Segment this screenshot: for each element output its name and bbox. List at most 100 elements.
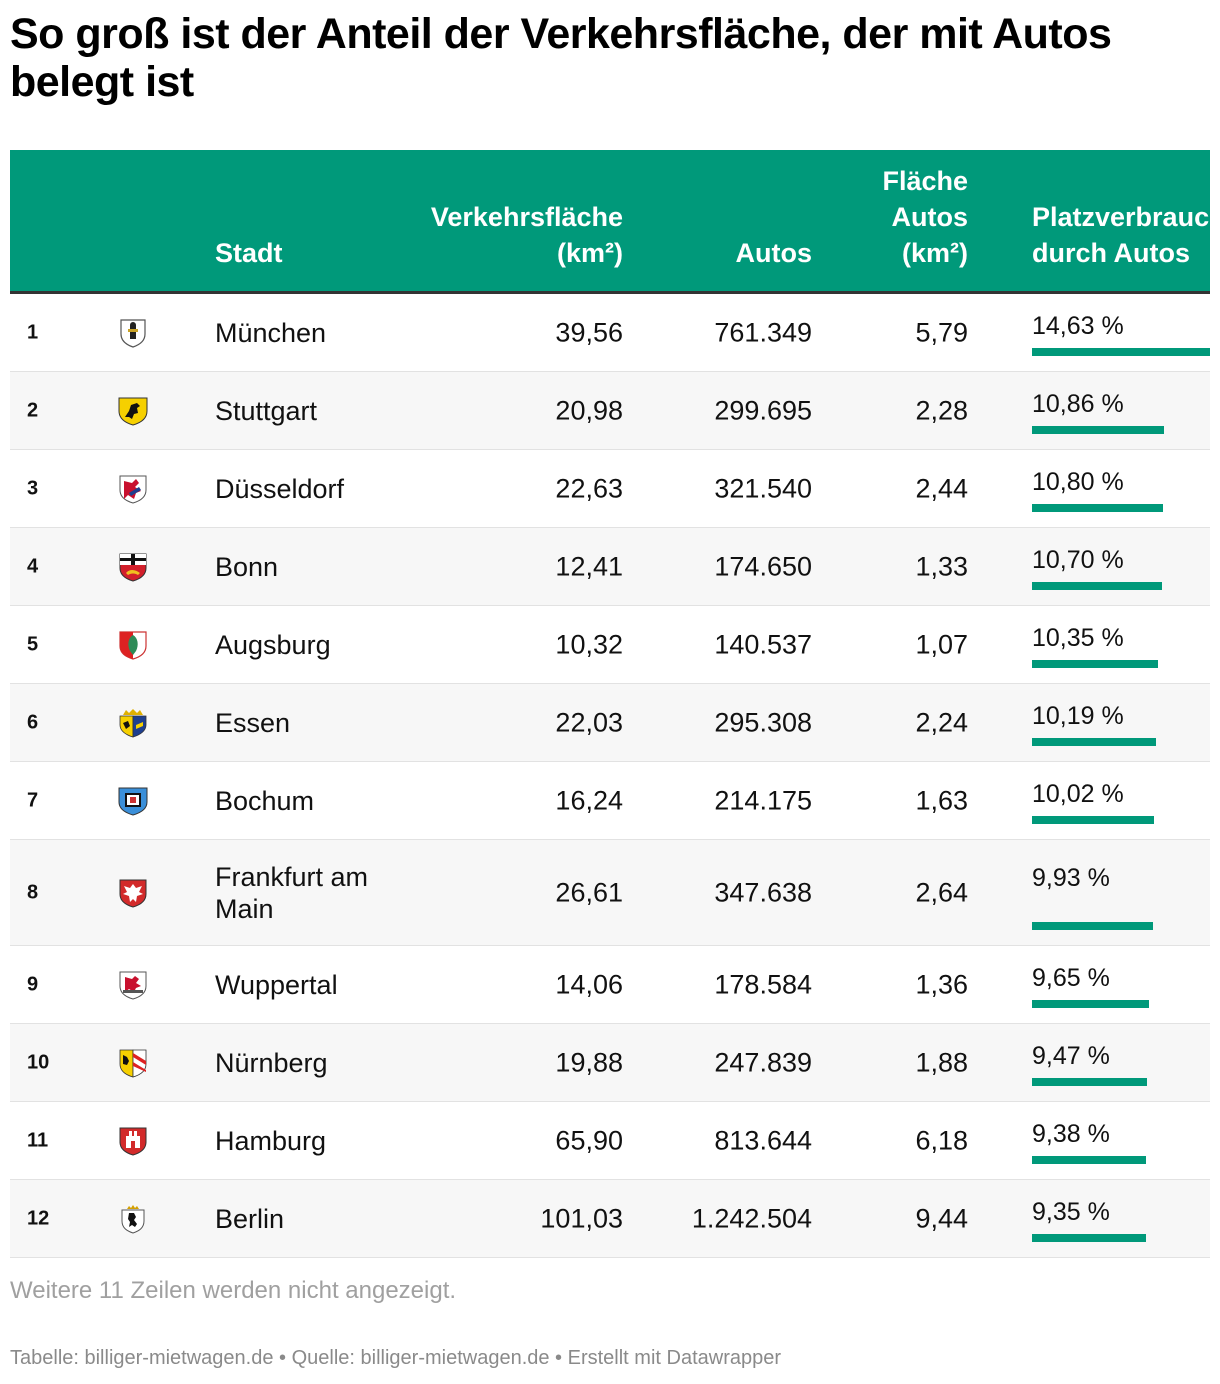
rank-cell: 7: [27, 789, 39, 811]
share-bar: [1032, 1078, 1147, 1086]
table-row: 10 Nürnberg 19,88 247.839 1,88 9,47 %: [10, 1024, 1210, 1102]
share-label: 10,70 %: [1032, 546, 1124, 574]
cars-cell: 214.175: [714, 785, 812, 815]
share-label: 10,19 %: [1032, 702, 1124, 730]
share-bar: [1032, 426, 1164, 434]
city-cell: München: [215, 317, 327, 348]
cars-cell: 761.349: [714, 317, 812, 347]
cars-cell: 295.308: [714, 707, 812, 737]
header-area[interactable]: Verkehrsfläche (km²): [430, 202, 623, 268]
share-label: 14,63 %: [1032, 312, 1124, 340]
table-row: 12 Berlin 101,03 1.242.504 9,44 9,35 %: [10, 1180, 1210, 1258]
car-area-cell: 2,24: [915, 707, 968, 737]
share-label: 10,86 %: [1032, 390, 1124, 418]
car-area-cell: 2,44: [915, 473, 968, 503]
share-label: 9,47 %: [1032, 1042, 1110, 1070]
area-cell: 65,90: [555, 1125, 623, 1155]
city-cell: Wuppertal: [215, 969, 338, 1000]
car-area-cell: 2,28: [915, 395, 968, 425]
header-cars[interactable]: Autos: [735, 238, 813, 268]
share-label: 9,38 %: [1032, 1120, 1110, 1148]
car-area-cell: 1,63: [915, 785, 968, 815]
area-cell: 101,03: [540, 1203, 623, 1233]
cars-cell: 178.584: [714, 969, 812, 999]
car-area-cell: 1,88: [915, 1047, 968, 1077]
car-area-cell: 1,07: [915, 629, 968, 659]
share-label: 10,35 %: [1032, 624, 1124, 652]
rank-cell: 11: [27, 1129, 49, 1151]
area-cell: 19,88: [555, 1047, 623, 1077]
table-row: 1 München 39,56 761.349 5,79 14,63 %: [10, 294, 1210, 372]
area-cell: 26,61: [555, 877, 623, 907]
car-area-cell: 2,64: [915, 877, 968, 907]
area-cell: 14,06: [555, 969, 623, 999]
rank-cell: 6: [27, 711, 39, 733]
car-area-cell: 6,18: [915, 1125, 968, 1155]
rank-cell: 10: [27, 1051, 50, 1073]
rank-cell: 5: [27, 633, 39, 655]
rank-cell: 12: [27, 1207, 50, 1229]
area-cell: 12,41: [555, 551, 623, 581]
area-cell: 20,98: [555, 395, 623, 425]
cars-cell: 140.537: [714, 629, 812, 659]
share-label: 9,35 %: [1032, 1198, 1110, 1226]
city-cell: Frankfurt am Main: [215, 861, 369, 924]
essen-crest-icon: [117, 707, 149, 739]
area-cell: 39,56: [555, 317, 623, 347]
data-table: Stadt Verkehrsfläche (km²) Autos Fläche …: [10, 150, 1210, 1258]
share-bar: [1032, 348, 1210, 356]
hamburg-crest-icon: [117, 1125, 149, 1157]
stuttgart-crest-icon: [117, 395, 149, 427]
area-cell: 16,24: [555, 785, 623, 815]
city-cell: Düsseldorf: [215, 473, 345, 504]
share-bar: [1032, 1000, 1149, 1008]
share-bar: [1032, 1156, 1146, 1164]
rank-cell: 9: [27, 973, 39, 995]
city-cell: Bochum: [215, 785, 315, 816]
share-bar: [1032, 504, 1163, 512]
berlin-crest-icon: [117, 1203, 149, 1235]
table-row: 3 Düsseldorf 22,63 321.540 2,44 10,80 %: [10, 450, 1210, 528]
wuppertal-crest-icon: [117, 969, 149, 1001]
cars-cell: 813.644: [714, 1125, 812, 1155]
share-bar: [1032, 582, 1162, 590]
car-area-cell: 1,36: [915, 969, 968, 999]
city-cell: Nürnberg: [215, 1047, 328, 1078]
city-cell: Augsburg: [215, 629, 331, 660]
header-city[interactable]: Stadt: [215, 238, 283, 268]
cars-cell: 347.638: [714, 877, 812, 907]
bonn-crest-icon: [117, 551, 149, 583]
cars-cell: 321.540: [714, 473, 812, 503]
header-share[interactable]: Platzverbrauch durch Autos: [1032, 202, 1210, 268]
table-body: 1 München 39,56 761.349 5,79 14,63 % 2 Stuttgar…: [10, 294, 1210, 1258]
share-label: 9,93 %: [1032, 864, 1110, 892]
credit-line: Tabelle: billiger-mietwagen.de • Quelle:…: [10, 1347, 782, 1369]
rank-cell: 1: [27, 321, 39, 343]
share-label: 10,80 %: [1032, 468, 1124, 496]
bochum-crest-icon: [117, 785, 149, 817]
share-bar: [1032, 1234, 1146, 1242]
rank-cell: 8: [27, 881, 39, 903]
rank-cell: 3: [27, 477, 39, 499]
city-cell: Berlin: [215, 1203, 285, 1234]
city-cell: Stuttgart: [215, 395, 318, 426]
table-row: 6 Essen 22,03 295.308 2,24 10,19 %: [10, 684, 1210, 762]
city-cell: Hamburg: [215, 1125, 327, 1156]
area-cell: 22,03: [555, 707, 623, 737]
cars-cell: 247.839: [714, 1047, 812, 1077]
car-area-cell: 5,79: [915, 317, 968, 347]
hidden-rows-note: Weitere 11 Zeilen werden nicht angezeigt…: [10, 1277, 457, 1304]
city-cell: Essen: [215, 707, 291, 738]
table-row: 5 Augsburg 10,32 140.537 1,07 10,35 %: [10, 606, 1210, 684]
cars-cell: 1.242.504: [691, 1203, 812, 1233]
augsburg-crest-icon: [117, 629, 149, 661]
table-row: 8 Frankfurt am Main 26,61 347.638 2,64 9,93 %: [10, 840, 1210, 946]
table-row: 9 Wuppertal 14,06 178.584 1,36 9,65 %: [10, 946, 1210, 1024]
table-row: 7 Bochum 16,24 214.175 1,63 10,02 %: [10, 762, 1210, 840]
header-car-area[interactable]: Fläche Autos (km²): [882, 166, 968, 268]
car-area-cell: 9,44: [915, 1203, 968, 1233]
cars-cell: 174.650: [714, 551, 812, 581]
area-cell: 22,63: [555, 473, 623, 503]
table-row: 11 Hamburg 65,90 813.644 6,18 9,38 %: [10, 1102, 1210, 1180]
frankfurt-crest-icon: [117, 877, 149, 909]
